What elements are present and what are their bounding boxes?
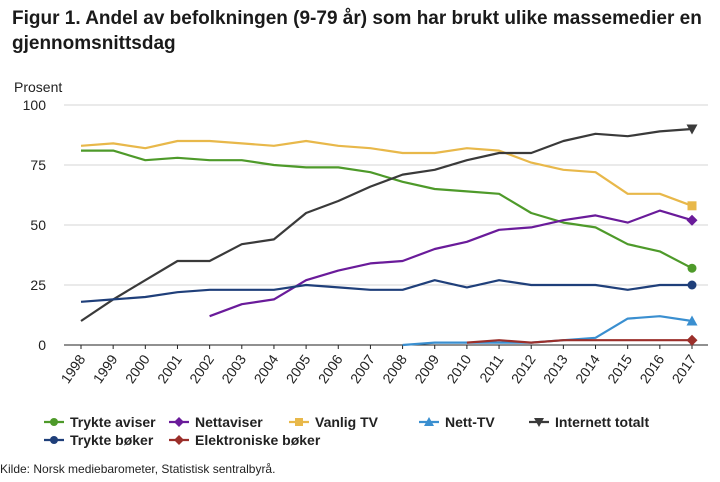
legend-item-nettaviser: Nettaviser <box>169 414 263 430</box>
x-tick-label: 2017 <box>668 351 699 386</box>
series-end-marker-trykte-b-ker <box>687 280 697 290</box>
legend-swatch-trykte-b-ker <box>44 436 64 444</box>
x-tick-label: 2009 <box>411 351 442 386</box>
chart-title: Figur 1. Andel av befolkningen (9-79 år)… <box>12 8 702 54</box>
y-tick-label: 0 <box>38 337 46 353</box>
y-tick-label: 50 <box>30 217 46 233</box>
legend-item-elektroniske-b-ker: Elektroniske bøker <box>169 432 320 448</box>
y-tick-label: 100 <box>23 97 47 113</box>
legend-label-vanlig-tv: Vanlig TV <box>315 414 379 430</box>
legend-item-internett-totalt: Internett totalt <box>529 414 649 430</box>
x-tick-label: 2004 <box>250 351 281 386</box>
legend-marker-trykte-b-ker <box>50 436 58 444</box>
x-tick-label: 2015 <box>604 351 635 386</box>
series-end-marker-elektroniske-b-ker <box>686 334 698 346</box>
legend-swatch-internett-totalt <box>529 418 549 427</box>
series-line-trykte-aviser <box>81 149 693 270</box>
series-line-internett-totalt <box>80 127 693 322</box>
legend-marker-internett-totalt <box>534 418 544 427</box>
x-tick-label: 2012 <box>508 351 539 386</box>
source-note: Kilde: Norsk mediebarometer, Statistisk … <box>0 462 276 476</box>
legend-item-vanlig-tv: Vanlig TV <box>289 414 378 430</box>
legend-label-trykte-aviser: Trykte aviser <box>70 414 156 430</box>
x-tick-label: 2000 <box>122 351 153 386</box>
x-tick-label: 2013 <box>540 351 571 386</box>
series-end-marker-internett-totalt <box>686 124 698 135</box>
y-tick-label: 25 <box>30 277 46 293</box>
x-tick-label: 2016 <box>636 351 667 386</box>
legend-item-trykte-aviser: Trykte aviser <box>44 414 156 430</box>
x-tick-label: 2003 <box>218 351 249 386</box>
legend-marker-nett-tv <box>424 417 434 426</box>
legend-label-nett-tv: Nett-TV <box>445 414 495 430</box>
legend-swatch-trykte-aviser <box>44 418 64 426</box>
x-tick-label: 1999 <box>90 351 121 386</box>
legend-marker-elektroniske-b-ker <box>174 435 184 445</box>
series-line-trykte-b-ker <box>80 279 692 303</box>
legend-marker-trykte-aviser <box>50 418 58 426</box>
series-line-vanlig-tv <box>80 139 693 207</box>
legend-swatch-nett-tv <box>419 417 439 426</box>
legend-swatch-vanlig-tv <box>289 418 309 426</box>
x-tick-label: 2011 <box>476 351 506 385</box>
legend-swatch-nettaviser <box>169 417 189 427</box>
x-tick-label: 1998 <box>57 351 88 386</box>
legend: Trykte aviser Nettaviser Vanlig TV Nett-TV I… <box>44 414 704 454</box>
legend-marker-nettaviser <box>174 417 184 427</box>
x-tick-label: 2001 <box>154 351 185 386</box>
legend-label-trykte-b-ker: Trykte bøker <box>70 432 154 448</box>
series-end-marker-nett-tv <box>686 315 698 326</box>
x-tick-label: 2008 <box>379 351 410 386</box>
y-tick-label: 75 <box>30 157 46 173</box>
x-tick-label: 2007 <box>347 351 378 386</box>
series-end-marker-nettaviser <box>686 214 698 226</box>
legend-item-trykte-b-ker: Trykte bøker <box>44 432 153 448</box>
x-tick-label: 2005 <box>283 351 314 386</box>
series-end-marker-trykte-aviser <box>687 263 697 273</box>
legend-label-nettaviser: Nettaviser <box>195 414 263 430</box>
legend-label-elektroniske-b-ker: Elektroniske bøker <box>195 432 321 448</box>
legend-item-nett-tv: Nett-TV <box>419 414 495 430</box>
legend-marker-vanlig-tv <box>295 418 303 426</box>
legend-swatch-elektroniske-b-ker <box>169 435 189 445</box>
x-tick-label: 2002 <box>186 351 217 386</box>
series-line-elektroniske-b-ker <box>466 339 692 344</box>
x-tick-label: 2006 <box>315 351 346 386</box>
y-axis-label: Prosent <box>14 79 63 95</box>
series-line-nettaviser <box>209 209 693 318</box>
x-tick-label: 2014 <box>572 351 603 386</box>
x-tick-label: 2010 <box>443 351 474 386</box>
legend-label-internett-totalt: Internett totalt <box>555 414 650 430</box>
series-end-marker-vanlig-tv <box>687 201 697 211</box>
